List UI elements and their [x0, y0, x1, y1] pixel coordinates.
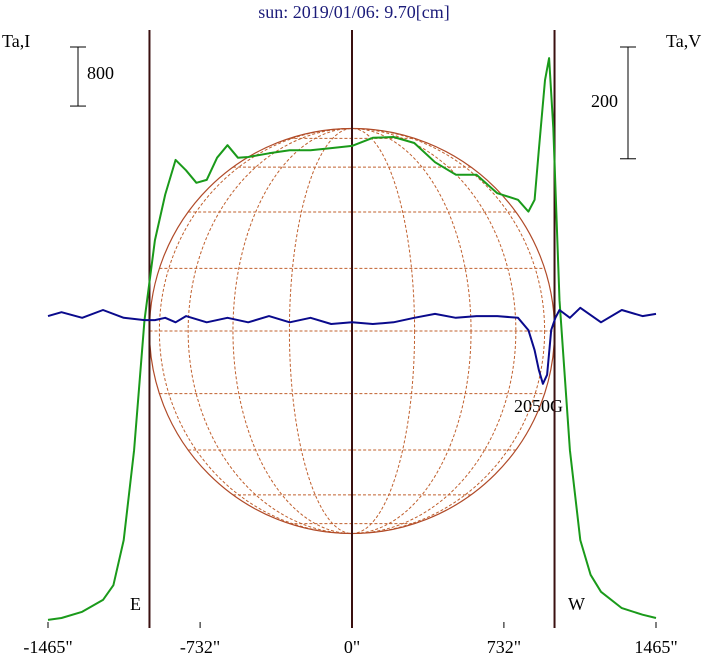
y-axis-label: Ta,I [2, 31, 30, 51]
x-tick-label: -732" [180, 637, 220, 657]
annotation: 2050G [514, 396, 563, 416]
series-line [47, 57, 657, 621]
series-line [47, 306, 657, 385]
scale-bar-label: 800 [87, 63, 114, 83]
x-tick-label: 1465" [634, 637, 677, 657]
scale-bar-label: 200 [591, 91, 618, 111]
x-tick-label: 0" [344, 637, 360, 657]
x-tick-label: -1465" [23, 637, 72, 657]
x-tick-label: 732" [487, 637, 521, 657]
chart-title: sun: 2019/01/06: 9.70[cm] [258, 2, 450, 22]
y2-axis-label: Ta,V [666, 31, 701, 51]
limb-label: W [568, 594, 585, 614]
limb-label: E [130, 594, 141, 614]
